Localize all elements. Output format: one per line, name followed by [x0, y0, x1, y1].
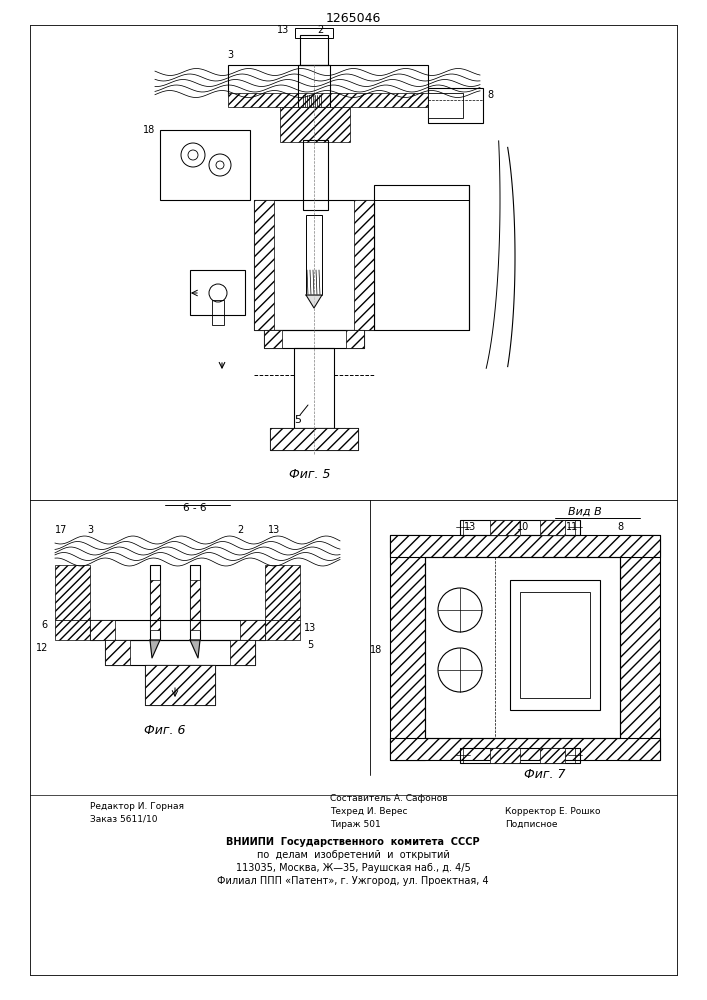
Bar	[105, 640, 130, 665]
Text: ВНИИПИ  Государственного  комитета  СССР: ВНИИПИ Государственного комитета СССР	[226, 837, 480, 847]
Bar	[228, 65, 428, 95]
Bar	[55, 620, 110, 640]
Text: 5: 5	[295, 415, 301, 425]
Bar	[390, 535, 425, 760]
Bar	[428, 88, 483, 123]
Bar	[55, 565, 90, 620]
Polygon shape	[306, 295, 322, 308]
Bar	[520, 592, 590, 698]
Text: 6: 6	[42, 620, 48, 630]
Text: 10: 10	[517, 522, 529, 532]
Bar	[145, 665, 215, 705]
Bar	[490, 748, 520, 763]
Bar	[354, 200, 374, 330]
Bar	[390, 535, 425, 760]
Bar	[294, 348, 334, 428]
Bar	[190, 270, 245, 315]
Bar	[228, 93, 428, 107]
Text: Заказ 5611/10: Заказ 5611/10	[90, 815, 158, 824]
Bar	[270, 428, 358, 450]
Bar	[150, 565, 160, 640]
Text: 13: 13	[464, 522, 476, 532]
Text: 11: 11	[566, 522, 578, 532]
Bar	[145, 665, 215, 705]
Text: 13: 13	[277, 25, 289, 35]
Bar	[390, 738, 660, 760]
Text: 8: 8	[487, 90, 493, 100]
Text: 8: 8	[617, 522, 623, 532]
Text: Техред И. Верес: Техред И. Верес	[330, 807, 407, 816]
Bar	[190, 580, 200, 630]
Text: 12: 12	[35, 643, 48, 653]
Text: 2: 2	[317, 25, 323, 35]
Bar	[540, 520, 565, 535]
Bar	[300, 35, 328, 65]
Text: Редактор И. Горная: Редактор И. Горная	[90, 802, 184, 811]
Bar	[270, 428, 358, 450]
Text: Подписное: Подписное	[505, 820, 558, 829]
Bar	[303, 140, 328, 210]
Bar	[264, 330, 364, 348]
Bar	[425, 557, 620, 738]
Bar	[295, 28, 333, 38]
Bar	[490, 520, 520, 535]
Bar	[190, 565, 200, 640]
Text: 17: 17	[55, 525, 67, 535]
Text: по  делам  изобретений  и  открытий: по делам изобретений и открытий	[257, 850, 450, 860]
Bar	[374, 185, 469, 330]
Text: 13: 13	[268, 525, 280, 535]
Bar	[230, 640, 255, 665]
Bar	[390, 535, 660, 557]
Bar	[540, 748, 565, 763]
Bar	[240, 620, 265, 640]
Bar	[280, 107, 350, 142]
Polygon shape	[190, 640, 200, 658]
Bar	[460, 748, 580, 763]
Bar	[265, 565, 300, 620]
Bar	[254, 200, 274, 330]
Text: 5: 5	[307, 640, 313, 650]
Text: Фиг. 7: Фиг. 7	[525, 768, 566, 782]
Bar	[306, 215, 322, 295]
Text: 18: 18	[143, 125, 155, 135]
Text: 6 - 6: 6 - 6	[183, 503, 206, 513]
Bar	[105, 640, 255, 665]
Bar	[428, 93, 463, 118]
Text: Фиг. 6: Фиг. 6	[144, 724, 186, 736]
Bar	[245, 620, 300, 640]
Bar	[254, 200, 374, 330]
Bar	[390, 738, 660, 760]
Bar	[150, 580, 160, 630]
Text: Составитель А. Сафонов: Составитель А. Сафонов	[330, 794, 448, 803]
Bar	[460, 520, 580, 535]
Bar	[298, 65, 330, 107]
Text: 18: 18	[370, 645, 382, 655]
Text: 1265046: 1265046	[325, 11, 380, 24]
Text: 3: 3	[227, 50, 233, 60]
Bar	[264, 330, 282, 348]
Bar	[90, 620, 265, 640]
Text: 113035, Москва, Ж—35, Раушская наб., д. 4/5: 113035, Москва, Ж—35, Раушская наб., д. …	[235, 863, 470, 873]
Text: Филиал ППП «Патент», г. Ужгород, ул. Проектная, 4: Филиал ППП «Патент», г. Ужгород, ул. Про…	[217, 876, 489, 886]
Bar	[90, 620, 115, 640]
Bar	[212, 300, 224, 325]
Bar	[620, 535, 660, 760]
Bar	[510, 580, 600, 710]
Bar	[620, 535, 660, 760]
Text: Тираж 501: Тираж 501	[330, 820, 381, 829]
Bar	[390, 535, 660, 557]
Text: 3: 3	[87, 525, 93, 535]
Bar	[346, 330, 364, 348]
Text: 2: 2	[237, 525, 243, 535]
Text: Корректор Е. Рошко: Корректор Е. Рошко	[505, 807, 600, 816]
Polygon shape	[150, 640, 160, 658]
Text: Вид В: Вид В	[568, 507, 602, 517]
Bar	[160, 130, 250, 200]
Text: 13: 13	[304, 623, 316, 633]
Text: Фиг. 5: Фиг. 5	[289, 468, 331, 482]
